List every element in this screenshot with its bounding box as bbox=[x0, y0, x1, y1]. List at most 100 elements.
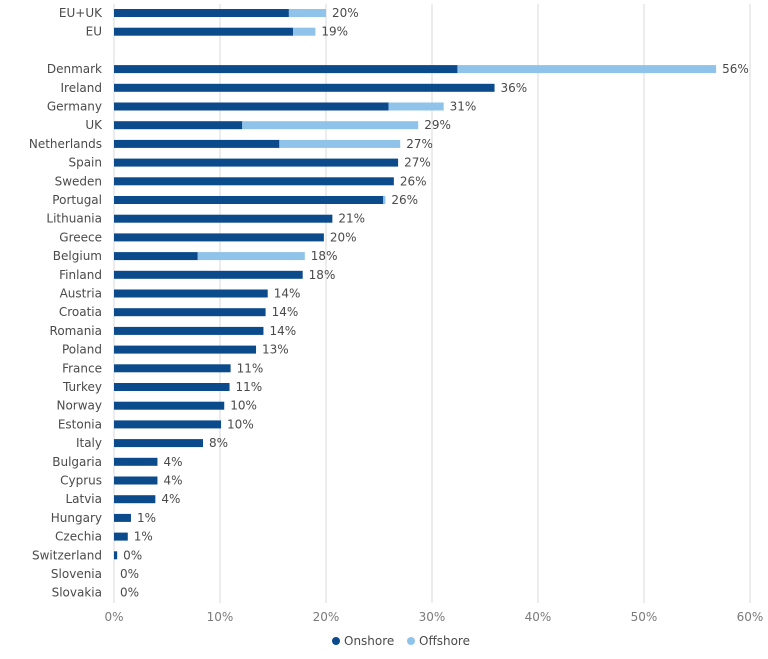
value-label: 27% bbox=[406, 137, 433, 151]
bar-onshore bbox=[114, 27, 294, 36]
bar-onshore bbox=[114, 401, 225, 410]
bar-onshore bbox=[114, 139, 280, 148]
category-label: UK bbox=[85, 118, 103, 132]
category-label: Romania bbox=[50, 324, 102, 338]
value-label: 14% bbox=[274, 287, 301, 301]
category-label: Estonia bbox=[58, 417, 102, 431]
category-label: France bbox=[62, 361, 102, 375]
bar-offshore bbox=[388, 102, 444, 111]
value-label: 11% bbox=[236, 380, 263, 394]
category-label: Hungary bbox=[51, 511, 102, 525]
bar-onshore bbox=[114, 214, 333, 223]
bar-onshore bbox=[114, 83, 495, 92]
bar-onshore bbox=[114, 513, 131, 522]
value-label: 20% bbox=[330, 230, 357, 244]
bar-onshore bbox=[114, 495, 156, 504]
x-tick-label: 60% bbox=[737, 610, 764, 624]
bar-offshore bbox=[279, 139, 401, 148]
category-label: Cyprus bbox=[60, 474, 102, 488]
category-label: EU bbox=[86, 25, 102, 39]
value-label: 20% bbox=[332, 6, 359, 20]
category-label: Spain bbox=[68, 156, 102, 170]
bars-layer bbox=[114, 9, 717, 560]
bar-onshore bbox=[114, 196, 384, 204]
category-label: EU+UK bbox=[59, 6, 103, 20]
bar-onshore bbox=[114, 420, 222, 429]
bar-offshore bbox=[197, 252, 305, 261]
bar-onshore bbox=[114, 308, 266, 317]
x-tick-label: 40% bbox=[525, 610, 552, 624]
value-label: 1% bbox=[134, 530, 153, 544]
bar-onshore bbox=[114, 65, 458, 74]
value-label: 10% bbox=[227, 417, 254, 431]
value-label: 0% bbox=[123, 548, 142, 562]
x-tick-label: 30% bbox=[419, 610, 446, 624]
category-label: Finland bbox=[59, 268, 102, 282]
legend-onshore-marker bbox=[332, 637, 340, 645]
value-label: 4% bbox=[161, 492, 180, 506]
value-label: 18% bbox=[309, 268, 336, 282]
bar-offshore bbox=[383, 196, 386, 204]
bar-onshore bbox=[114, 9, 289, 17]
category-label: Czechia bbox=[55, 530, 102, 544]
bar-onshore bbox=[114, 476, 158, 485]
value-label: 26% bbox=[400, 174, 427, 188]
category-label: Bulgaria bbox=[52, 455, 102, 469]
category-label: Switzerland bbox=[32, 548, 102, 562]
value-label: 14% bbox=[269, 324, 296, 338]
bar-onshore bbox=[114, 233, 324, 242]
category-label: Norway bbox=[56, 399, 102, 413]
value-label: 10% bbox=[230, 399, 257, 413]
value-label: 29% bbox=[424, 118, 451, 132]
category-label: Belgium bbox=[53, 249, 102, 263]
x-tick-label: 50% bbox=[631, 610, 658, 624]
bar-onshore bbox=[114, 102, 389, 111]
x-axis-ticks: 0% 10% 20% 30% 40% 50% 60% bbox=[104, 610, 763, 624]
value-label: 21% bbox=[338, 212, 365, 226]
value-label: 56% bbox=[722, 62, 749, 76]
category-label: Ireland bbox=[60, 81, 102, 95]
bar-offshore bbox=[293, 27, 316, 36]
category-label: Italy bbox=[76, 436, 102, 450]
bar-onshore bbox=[114, 439, 204, 448]
value-label: 13% bbox=[262, 343, 289, 357]
bar-onshore bbox=[114, 364, 231, 373]
legend-offshore-label: Offshore bbox=[419, 634, 470, 648]
bar-onshore bbox=[114, 289, 268, 298]
category-label: Poland bbox=[62, 343, 102, 357]
category-label: Portugal bbox=[52, 193, 102, 207]
value-label: 4% bbox=[163, 474, 182, 488]
bar-onshore bbox=[114, 457, 158, 466]
value-label: 0% bbox=[120, 567, 139, 581]
category-label: Slovenia bbox=[51, 567, 102, 581]
bar-onshore bbox=[114, 383, 230, 391]
value-label: 0% bbox=[120, 586, 139, 600]
grid-layer bbox=[113, 4, 751, 603]
x-tick-label: 0% bbox=[104, 610, 123, 624]
bar-onshore bbox=[114, 326, 264, 335]
category-label: Sweden bbox=[55, 174, 102, 188]
category-label: Denmark bbox=[47, 62, 102, 76]
legend-offshore-marker bbox=[407, 637, 415, 645]
value-label: 31% bbox=[450, 100, 477, 114]
bar-onshore bbox=[114, 532, 128, 541]
bar-onshore bbox=[114, 270, 303, 279]
category-label: Greece bbox=[59, 230, 102, 244]
bar-onshore bbox=[114, 551, 118, 560]
category-label: Lithuania bbox=[46, 212, 102, 226]
value-label: 18% bbox=[311, 249, 338, 263]
bar-offshore bbox=[288, 9, 326, 17]
value-label: 4% bbox=[163, 455, 182, 469]
bar-onshore bbox=[114, 158, 399, 167]
bar-onshore bbox=[114, 177, 394, 186]
bar-onshore bbox=[114, 345, 257, 354]
bar-onshore bbox=[114, 121, 243, 130]
value-label: 8% bbox=[209, 436, 228, 450]
value-label: 27% bbox=[404, 156, 431, 170]
bar-onshore bbox=[114, 252, 198, 261]
value-label: 11% bbox=[237, 361, 264, 375]
category-label: Turkey bbox=[62, 380, 102, 394]
category-label: Austria bbox=[60, 287, 102, 301]
value-label: 14% bbox=[272, 305, 299, 319]
